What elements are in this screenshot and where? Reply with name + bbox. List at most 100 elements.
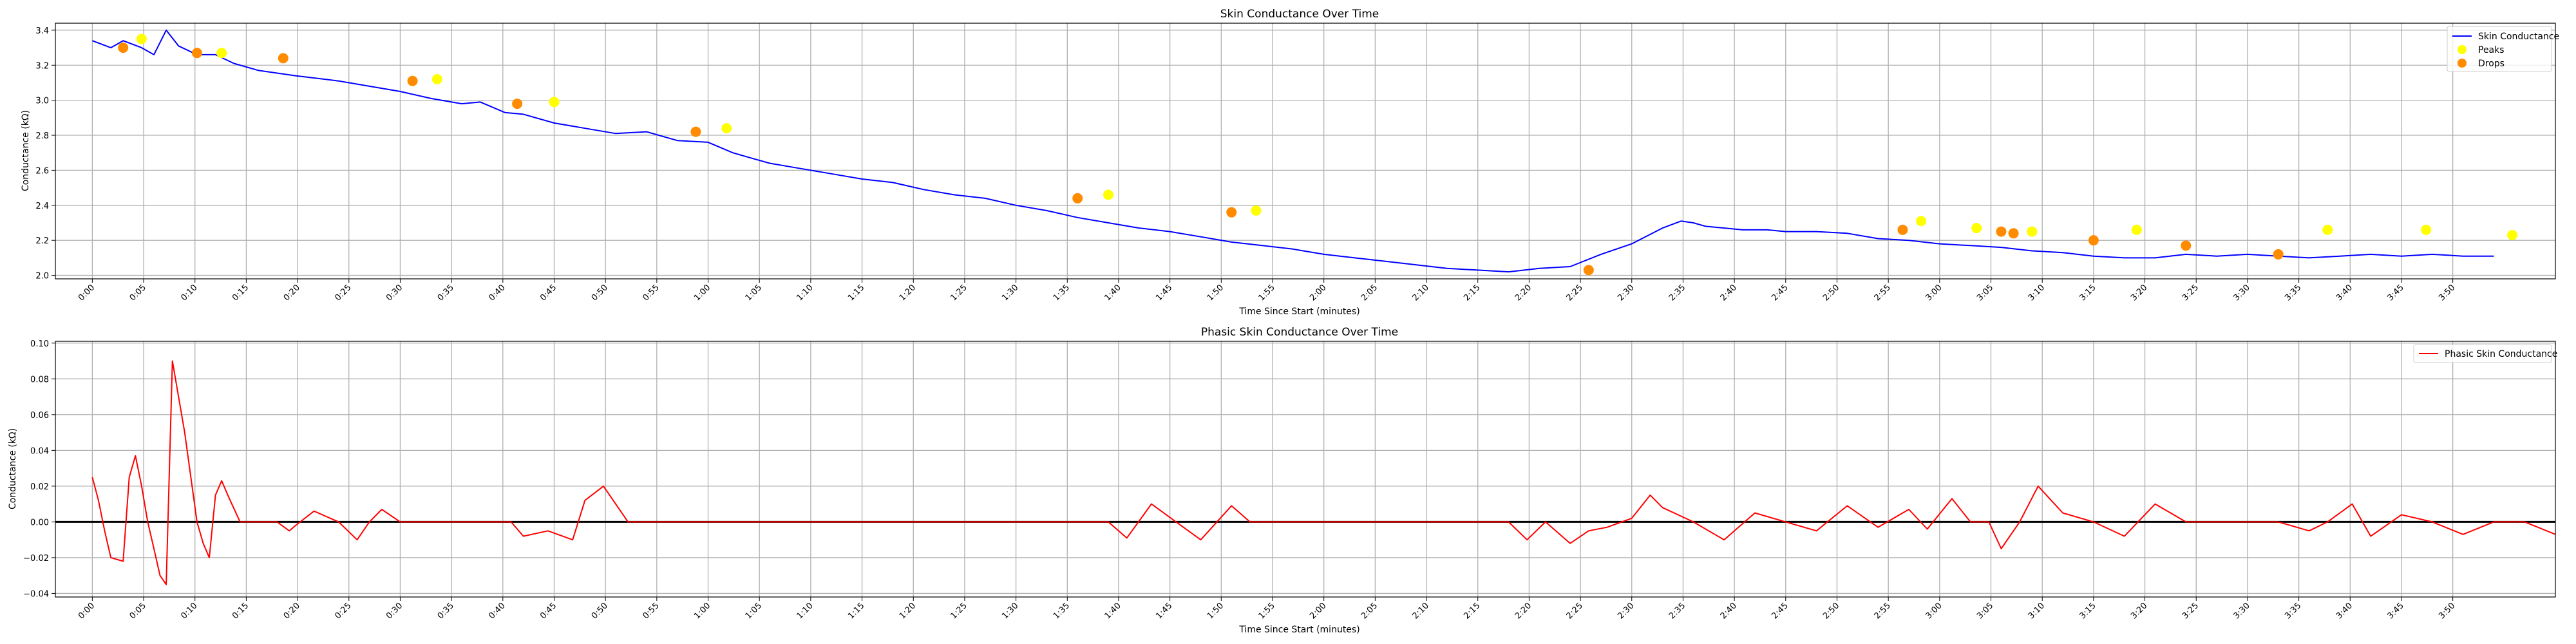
x-tick-label: 3:45 — [2386, 283, 2406, 303]
x-tick-label: 2:20 — [1513, 601, 1533, 621]
drops-point — [407, 75, 418, 86]
x-tick-label: 1:30 — [1000, 283, 1020, 303]
legend-box — [2413, 344, 2552, 363]
x-tick-label: 1:30 — [1000, 601, 1020, 621]
y-tick-label: 2.8 — [35, 131, 49, 141]
y-tick-label: 3.4 — [35, 26, 49, 36]
x-tick-label: 3:40 — [2334, 601, 2354, 621]
legend-swatch-peaks — [2458, 45, 2467, 54]
x-tick-label: 0:20 — [282, 601, 302, 621]
x-tick-label: 3:25 — [2181, 283, 2201, 303]
x-tick-label: 2:45 — [1770, 283, 1790, 303]
x-axis-label: Time Since Start (minutes) — [1238, 625, 1359, 635]
drops-point — [1583, 265, 1594, 276]
x-tick-label: 2:25 — [1565, 601, 1585, 621]
y-axis-label: Conductance (kΩ) — [8, 428, 18, 509]
drops-point — [1072, 193, 1083, 204]
drops-point — [2181, 240, 2192, 251]
x-tick-label: 3:50 — [2437, 283, 2457, 303]
x-tick-label: 3:35 — [2283, 601, 2303, 621]
x-tick-label: 3:45 — [2386, 601, 2406, 621]
x-tick-label: 0:35 — [436, 283, 456, 303]
peaks-point — [1103, 189, 1114, 200]
x-tick-label: 1:35 — [1052, 283, 1072, 303]
peaks-point — [549, 97, 560, 108]
x-tick-label: 2:15 — [1462, 601, 1482, 621]
y-tick-label: 0.10 — [30, 339, 49, 349]
x-tick-label: 0:30 — [384, 283, 404, 303]
x-tick-label: 0:45 — [538, 601, 558, 621]
x-tick-label: 3:10 — [2027, 283, 2047, 303]
x-tick-label: 3:10 — [2027, 601, 2047, 621]
x-tick-label: 0:25 — [333, 601, 353, 621]
legend-label-drops: Drops — [2478, 59, 2505, 69]
drops-point — [1226, 207, 1237, 218]
peaks-point — [2322, 224, 2333, 235]
x-tick-label: 3:35 — [2283, 283, 2303, 303]
chart-title: Skin Conductance Over Time — [1220, 8, 1379, 21]
drops-point — [191, 48, 202, 59]
phasic-plot: Phasic Skin Conductance Over Time 0:00 0:… — [8, 326, 2557, 635]
peaks-point — [431, 74, 442, 85]
series-line-phasic-skin-conductance — [91, 360, 2556, 585]
drops-point — [1996, 226, 2007, 237]
x-tick-label: 0:25 — [333, 283, 353, 303]
x-tick-label: 1:25 — [949, 601, 969, 621]
drops-point — [2088, 235, 2099, 246]
drops-point — [512, 99, 523, 109]
x-tick-label: 3:15 — [2078, 283, 2098, 303]
y-tick-label: −0.02 — [23, 554, 49, 564]
x-tick-label: 3:30 — [2231, 601, 2251, 621]
x-tick-label: 0:55 — [641, 601, 661, 621]
y-axis-label: Conductance (kΩ) — [21, 110, 31, 191]
x-tick-label: 3:20 — [2129, 283, 2149, 303]
x-tick-label: 1:50 — [1206, 283, 1226, 303]
peaks-point — [1916, 216, 1927, 227]
drops-point — [118, 43, 129, 53]
x-tick-label: 3:00 — [1924, 601, 1944, 621]
x-tick-label: 0:20 — [282, 283, 302, 303]
x-tick-label: 3:05 — [1975, 601, 1995, 621]
x-tick-label: 2:10 — [1411, 283, 1431, 303]
x-tick-label: 0:30 — [384, 601, 404, 621]
x-tick-label: 3:25 — [2181, 601, 2201, 621]
legend: Phasic Skin Conductance — [2413, 344, 2557, 363]
y-tick-label: 0.08 — [30, 375, 49, 384]
x-tick-label: 2:25 — [1565, 283, 1585, 303]
drops-point — [2273, 249, 2284, 260]
drops-point — [278, 53, 289, 64]
series-line-skin-conductance — [92, 29, 2494, 273]
x-tick-label: 1:15 — [846, 601, 866, 621]
drops-point — [690, 126, 701, 137]
legend-label-peaks: Peaks — [2478, 45, 2505, 55]
y-tick-label: 2.6 — [35, 166, 49, 176]
conductance-plot: Skin Conductance Over Time 0:00 0:05 0:10 0… — [21, 8, 2559, 317]
legend-box — [2447, 26, 2552, 72]
x-tick-label: 1:45 — [1154, 283, 1174, 303]
peaks-point — [216, 48, 227, 59]
x-tick-label: 0:50 — [590, 601, 610, 621]
x-tick-label: 1:35 — [1052, 601, 1072, 621]
y-tick-label: 2.2 — [35, 236, 49, 246]
x-tick-label: 0:35 — [436, 601, 456, 621]
x-tick-label: 1:40 — [1103, 601, 1123, 621]
x-tick-label: 2:40 — [1719, 283, 1739, 303]
x-axis-label: Time Since Start (minutes) — [1238, 307, 1359, 317]
plot-frame — [55, 23, 2556, 279]
chart-title: Phasic Skin Conductance Over Time — [1201, 326, 1398, 339]
peaks-point — [136, 33, 147, 44]
x-tick-label: 2:40 — [1719, 601, 1739, 621]
y-tick-label: 0.00 — [30, 518, 49, 527]
x-tick-label: 2:05 — [1359, 283, 1379, 303]
x-tick-label: 2:00 — [1308, 283, 1328, 303]
y-tick-label: 3.2 — [35, 61, 49, 71]
y-tick-label: 0.04 — [30, 446, 49, 456]
x-tick-label: 0:00 — [77, 283, 97, 303]
x-tick-label: 2:45 — [1770, 601, 1790, 621]
legend-label-conductance: Skin Conductance — [2478, 32, 2559, 42]
x-tick-label: 1:05 — [744, 283, 764, 303]
y-tick-label: 0.02 — [30, 482, 49, 492]
x-tick-label: 3:15 — [2078, 601, 2098, 621]
grid — [55, 23, 2555, 279]
x-tick-label: 3:00 — [1924, 283, 1944, 303]
